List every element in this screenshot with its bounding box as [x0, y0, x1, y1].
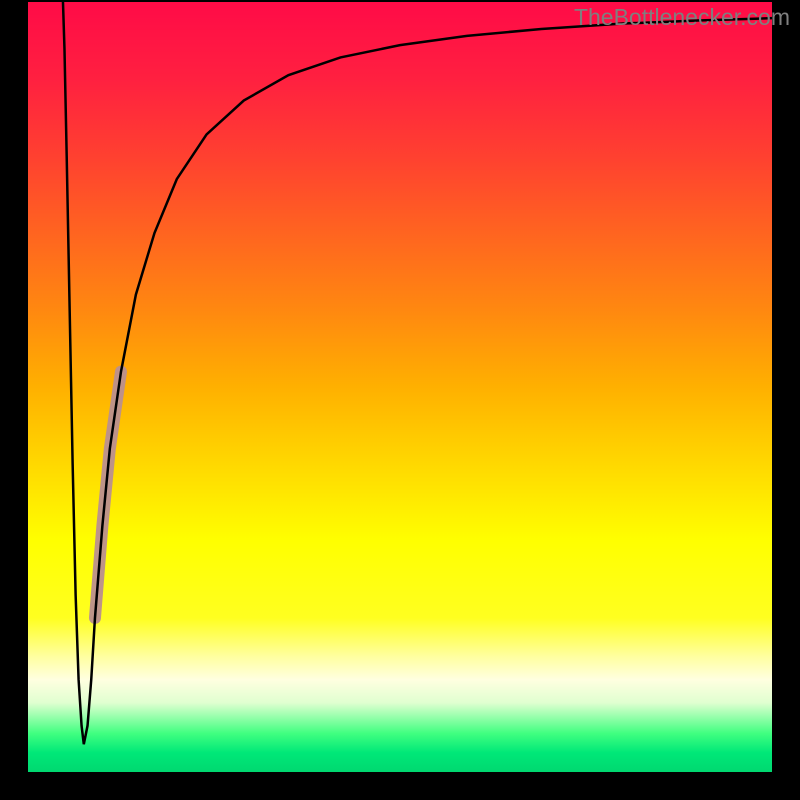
border-right: [772, 0, 800, 800]
chart-svg: [0, 0, 800, 800]
border-bottom: [0, 772, 800, 800]
border-left: [0, 0, 28, 800]
border-top: [0, 0, 800, 2]
chart-container: TheBottlenecker.com: [0, 0, 800, 800]
watermark-text: TheBottlenecker.com: [574, 4, 790, 31]
plot-gradient-background: [28, 2, 772, 772]
